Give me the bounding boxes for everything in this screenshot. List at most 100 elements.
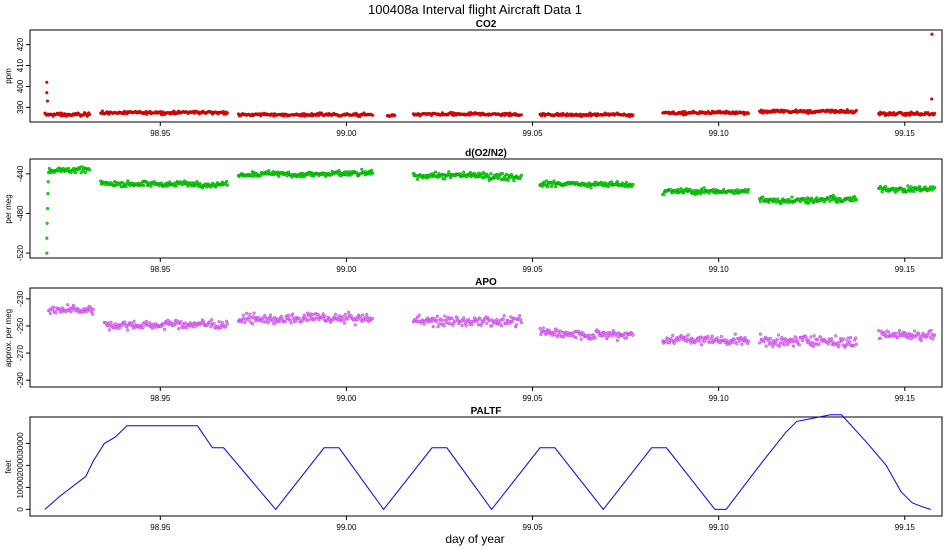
o2n2-point xyxy=(503,174,507,178)
o2n2-point xyxy=(833,195,837,199)
o2n2-point xyxy=(149,184,153,188)
o2n2-point xyxy=(486,174,490,178)
apo-point xyxy=(294,319,298,323)
apo-point xyxy=(691,337,695,342)
apo-point xyxy=(883,331,887,335)
o2n2-point xyxy=(124,184,128,188)
apo-point xyxy=(179,320,183,324)
apo-point xyxy=(893,331,897,335)
apo-point xyxy=(854,336,858,340)
apo-point xyxy=(917,331,921,335)
o2n2-point xyxy=(360,167,364,171)
apo-point xyxy=(764,344,768,348)
apo-point xyxy=(417,313,421,317)
apo-point xyxy=(587,333,591,337)
o2n2-point xyxy=(370,168,374,172)
co2-title: CO2 xyxy=(476,19,497,30)
apo-point xyxy=(555,335,559,339)
apo-point xyxy=(123,320,127,324)
o2n2-point xyxy=(610,180,614,184)
apo-plot-frame xyxy=(29,287,943,388)
apo-y-tick-label: -250 xyxy=(16,317,25,334)
apo-point xyxy=(429,320,434,324)
o2n2-point xyxy=(287,170,291,174)
o2n2-point xyxy=(73,171,77,175)
o2n2-x-tick-label: 99.05 xyxy=(523,265,544,274)
co2-point xyxy=(854,108,858,112)
apo-point xyxy=(485,321,489,325)
o2n2-point xyxy=(807,200,811,204)
apo-point xyxy=(191,325,196,329)
apo-point xyxy=(931,337,935,341)
apo-point xyxy=(462,316,466,320)
apo-point xyxy=(349,314,353,318)
co2-point xyxy=(631,113,635,117)
apo-point xyxy=(672,341,676,345)
apo-point xyxy=(553,333,557,337)
apo-point xyxy=(719,334,723,339)
apo-point xyxy=(54,311,58,315)
o2n2-point xyxy=(854,198,858,202)
o2n2-point xyxy=(79,171,83,175)
apo-point xyxy=(166,318,170,322)
apo-point xyxy=(464,324,468,328)
apo-point xyxy=(307,318,311,322)
o2n2-point xyxy=(758,200,762,204)
apo-point xyxy=(878,336,882,340)
o2n2-point xyxy=(337,168,341,173)
apo-point xyxy=(425,316,429,320)
paltf-series-line xyxy=(44,414,931,511)
apo-point xyxy=(347,310,351,314)
apo-point xyxy=(797,343,801,347)
apo-point xyxy=(928,336,932,340)
apo-point xyxy=(321,312,325,316)
apo-point xyxy=(241,313,245,317)
o2n2-point xyxy=(831,193,835,197)
paltf-x-tick-label: 98.95 xyxy=(150,523,171,532)
o2n2-point xyxy=(810,196,814,200)
apo-title: APO xyxy=(475,277,497,288)
apo-point xyxy=(177,327,181,331)
apo-point xyxy=(724,338,728,342)
apo-point xyxy=(686,333,690,337)
o2n2-point xyxy=(489,172,493,176)
o2n2-point xyxy=(46,180,50,184)
o2n2-point xyxy=(174,183,178,187)
o2n2-point xyxy=(355,171,359,175)
apo-point xyxy=(109,320,113,324)
apo-point xyxy=(541,326,545,330)
apo-point xyxy=(500,324,504,328)
apo-point xyxy=(504,322,509,326)
apo-point xyxy=(698,339,702,343)
apo-point xyxy=(689,341,693,345)
apo-point xyxy=(162,322,166,326)
o2n2-y-tick-label: -440 xyxy=(16,165,25,182)
co2-y-tick-label: 420 xyxy=(16,37,25,51)
apo-point xyxy=(248,312,252,316)
apo-point xyxy=(283,319,287,323)
figure-title: 100408a Interval flight Aircraft Data 1 xyxy=(368,2,582,17)
co2-x-tick-label: 99.05 xyxy=(523,129,544,138)
apo-point xyxy=(455,315,459,319)
o2n2-point xyxy=(198,182,202,186)
apo-point xyxy=(431,325,435,329)
apo-point xyxy=(107,328,111,332)
paltf-plot-frame xyxy=(29,416,943,517)
apo-point xyxy=(710,334,714,338)
apo-point xyxy=(370,316,375,321)
co2-y-tick-label: 410 xyxy=(16,58,25,72)
apo-point xyxy=(436,325,440,329)
paltf-panel: PALTF feet 98.95 99.00 99.05 99.10 99.15 0 100… xyxy=(4,406,943,532)
apo-point xyxy=(490,323,494,327)
apo-point xyxy=(746,339,750,343)
co2-point xyxy=(45,91,49,95)
apo-point xyxy=(224,319,229,323)
apo-point xyxy=(703,339,707,343)
apo-point xyxy=(624,336,628,340)
apo-point xyxy=(817,342,821,346)
apo-point xyxy=(267,318,271,323)
co2-point xyxy=(225,111,229,115)
apo-point xyxy=(346,317,350,321)
apo-point xyxy=(631,333,635,337)
apo-point xyxy=(733,332,737,336)
